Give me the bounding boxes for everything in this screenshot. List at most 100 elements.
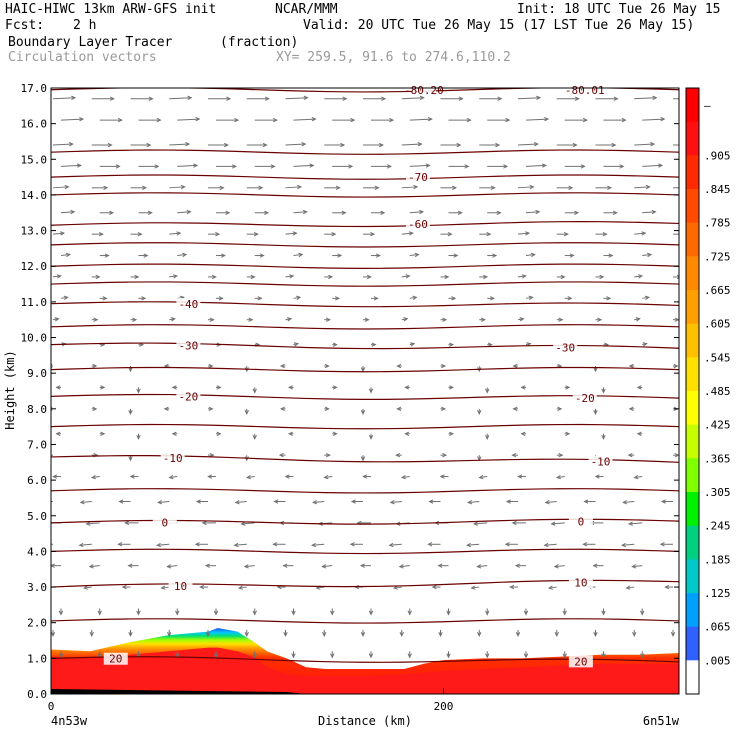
wind-vector-head <box>611 142 617 148</box>
wind-vector <box>233 542 247 548</box>
wind-vector <box>216 296 224 301</box>
wind-vector-head <box>594 474 600 479</box>
wind-vector <box>52 274 62 279</box>
wind-vector <box>52 317 60 322</box>
wind-vector-head <box>476 564 482 569</box>
wind-vector <box>201 520 216 526</box>
tracer-core <box>51 647 679 694</box>
wind-vector-head <box>396 406 402 412</box>
wind-vector-shaft <box>169 186 185 189</box>
wind-vector-shaft <box>169 275 178 278</box>
wind-vector-head <box>100 385 106 390</box>
wind-vector-head <box>350 117 356 123</box>
y-axis: 0.0 1.0 2.0 3.0 4.0 5.0 6.0 7.0 8.0 9.0 10.0 11.0 12… <box>21 82 679 701</box>
wind-vector <box>252 433 257 440</box>
wind-vector <box>438 629 443 637</box>
wind-vector <box>234 500 247 505</box>
wind-vector-head <box>243 564 249 569</box>
isotherm-label: -40 <box>178 298 198 311</box>
wind-vector <box>363 317 370 322</box>
wind-vector-head <box>195 499 201 504</box>
wind-vector <box>550 521 565 526</box>
wind-vector <box>505 499 518 504</box>
wind-vector-head <box>407 610 412 616</box>
wind-vector-head <box>427 542 433 547</box>
wind-vector-shaft <box>60 118 84 121</box>
wind-vector-head <box>332 342 338 347</box>
wind-vector <box>363 274 372 280</box>
wind-vector-head <box>252 653 257 659</box>
wind-vector-head <box>608 253 614 258</box>
wind-vector <box>138 117 162 123</box>
wind-vector <box>477 366 482 373</box>
wind-vector <box>440 96 464 101</box>
wind-vector <box>99 296 108 301</box>
wind-vector-head <box>293 342 300 347</box>
isotherm-label: -60 <box>408 218 428 231</box>
wind-vector-head <box>521 274 527 279</box>
wind-vector <box>564 253 575 258</box>
colorbar-label: .665 <box>704 284 731 297</box>
wind-vector <box>401 142 423 147</box>
wind-vector <box>138 296 147 301</box>
wind-vector <box>673 317 679 322</box>
wind-vector-head <box>378 142 384 148</box>
valid-time: Valid: 20 UTC Tue 26 May 15 (17 LST Tue … <box>303 18 695 33</box>
wind-vector <box>312 500 325 505</box>
wind-vector-head <box>182 252 188 258</box>
wind-vector <box>51 563 61 568</box>
wind-vector <box>368 651 374 659</box>
wind-vector <box>407 608 412 616</box>
wind-vector <box>368 608 374 616</box>
wind-vector-head <box>660 499 666 504</box>
wind-vector-head <box>496 210 502 215</box>
wind-vector <box>169 317 176 322</box>
colorbar-frame <box>685 87 700 695</box>
wind-vector-head <box>547 585 554 590</box>
wind-vector <box>673 187 679 189</box>
wind-vector <box>272 542 286 547</box>
wind-vector <box>467 500 480 505</box>
wind-vector-head <box>289 274 295 279</box>
wind-vector-head <box>452 185 458 191</box>
wind-vector-head <box>215 231 221 237</box>
wind-vector <box>97 608 102 616</box>
wind-vector <box>673 144 679 146</box>
wind-vector <box>99 431 106 436</box>
wind-vector-head <box>250 274 256 280</box>
wind-vector <box>515 629 521 637</box>
wind-vector <box>659 542 673 547</box>
wind-vector-head <box>68 142 74 147</box>
isotherm-label-bg <box>103 652 128 665</box>
wind-vector-head <box>389 500 395 505</box>
wind-vector-shaft <box>467 543 480 546</box>
wind-vector <box>324 363 330 369</box>
wind-vector-head <box>544 500 550 505</box>
wind-vector <box>60 252 71 258</box>
wind-vector-head <box>485 434 490 440</box>
field-units: (fraction) <box>220 35 299 50</box>
wind-vector-head <box>330 610 335 616</box>
wind-vector <box>136 387 141 394</box>
wind-vector <box>564 296 573 301</box>
wind-vector-head <box>322 632 327 637</box>
wind-vector-head <box>213 653 219 659</box>
wind-vector <box>622 500 635 505</box>
wind-vector-head <box>388 542 394 548</box>
y-tick-label: 17.0 <box>21 82 48 95</box>
wind-vector <box>324 452 331 458</box>
wind-vector <box>520 431 526 436</box>
plot-frame <box>50 87 680 695</box>
wind-vector <box>163 406 170 412</box>
wind-vector-head <box>298 252 304 258</box>
wind-vector-head <box>466 117 472 123</box>
wind-vector-shaft <box>401 275 410 278</box>
wind-vector-head <box>234 117 240 123</box>
wind-vector-head <box>520 385 526 390</box>
wind-vector-head <box>237 585 244 590</box>
wind-vector-shaft <box>545 501 557 504</box>
wind-vector-shaft <box>401 476 410 479</box>
wind-vector <box>129 474 139 479</box>
wind-vector-shaft <box>517 143 538 146</box>
wind-vector-head <box>621 542 627 548</box>
